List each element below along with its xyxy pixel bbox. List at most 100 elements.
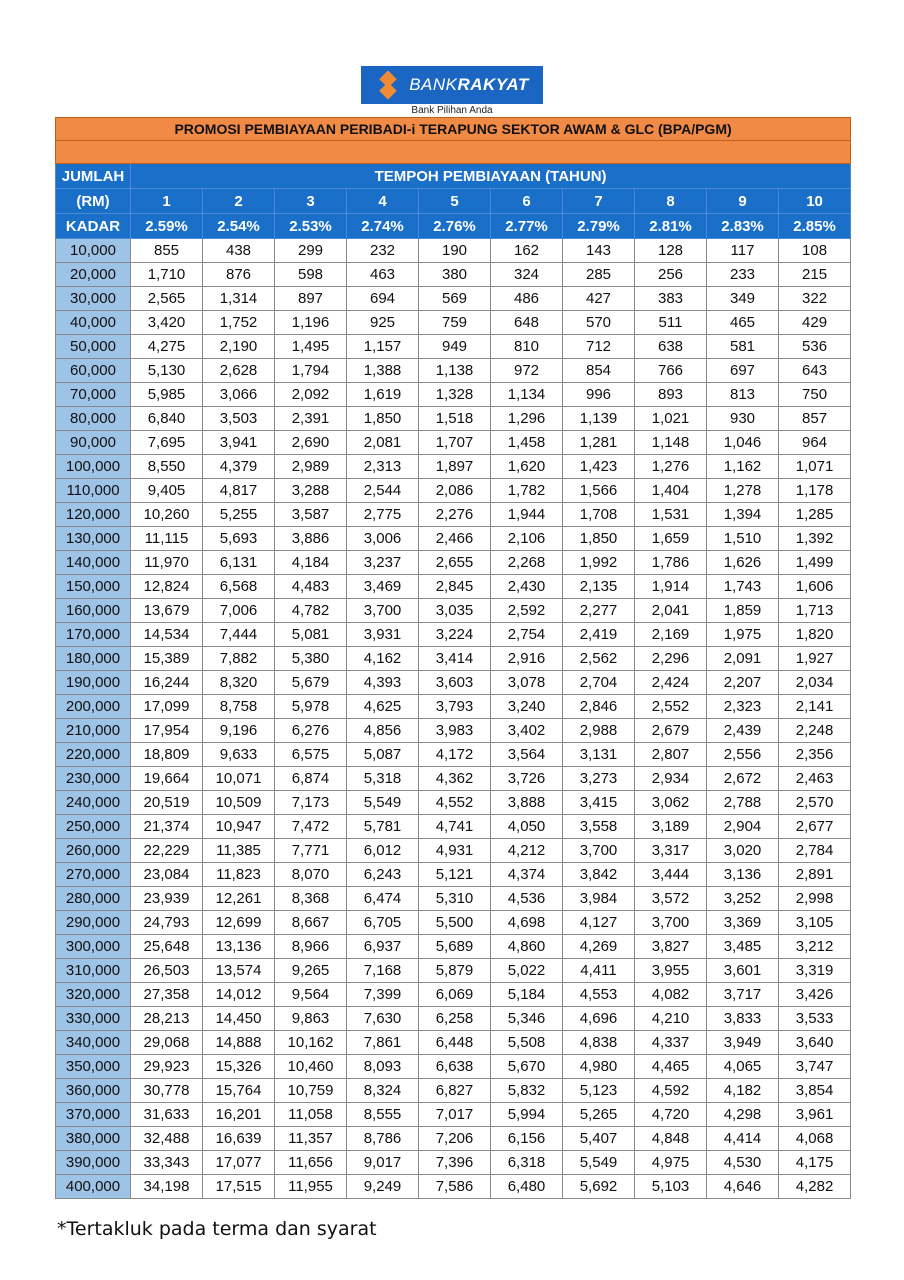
- installment-cell: 3,189: [634, 814, 707, 839]
- installment-cell: 1,850: [346, 406, 419, 431]
- installment-cell: 427: [562, 286, 635, 311]
- installment-cell: 3,601: [706, 958, 779, 983]
- amount-cell: 10,000: [55, 238, 131, 263]
- table-row: 330,000 28,213 14,450 9,863 7,630 6,258 5,346 4…: [55, 1006, 852, 1031]
- bank-rakyat-logo: BANKRAKYAT: [361, 66, 543, 104]
- installment-cell: 486: [490, 286, 563, 311]
- installment-cell: 10,162: [274, 1030, 347, 1055]
- installment-cell: 1,285: [777, 502, 852, 527]
- installment-cell: 2,565: [130, 286, 203, 311]
- installment-cell: 7,472: [274, 814, 347, 839]
- installment-cell: 648: [490, 310, 563, 335]
- installment-cell: 7,017: [418, 1102, 491, 1127]
- installment-cell: 5,318: [346, 766, 419, 791]
- amount-cell: 150,000: [55, 574, 131, 599]
- installment-cell: 16,201: [202, 1102, 275, 1127]
- installment-cell: 3,252: [706, 886, 779, 911]
- installment-cell: 2,544: [346, 478, 419, 503]
- installment-cell: 1,794: [274, 358, 347, 383]
- installment-cell: 4,212: [490, 838, 563, 863]
- amount-cell: 260,000: [55, 838, 131, 863]
- installment-cell: 13,679: [130, 598, 203, 623]
- installment-cell: 256: [634, 262, 707, 287]
- installment-cell: 4,860: [490, 934, 563, 959]
- installment-cell: 3,587: [274, 502, 347, 527]
- installment-cell: 12,699: [202, 910, 275, 935]
- installment-cell: 9,405: [130, 478, 203, 503]
- table-row: 200,000 17,099 8,758 5,978 4,625 3,793 3,240 2,…: [55, 694, 852, 719]
- installment-cell: 511: [634, 310, 707, 335]
- installment-cell: 6,448: [418, 1030, 491, 1055]
- table-row: 230,000 19,664 10,071 6,874 5,318 4,362 3,726 3…: [55, 766, 852, 791]
- installment-cell: 1,495: [274, 334, 347, 359]
- installment-cell: 3,414: [418, 646, 491, 671]
- installment-cell: 7,396: [418, 1150, 491, 1175]
- installment-cell: 8,555: [346, 1102, 419, 1127]
- installment-cell: 15,764: [202, 1078, 275, 1103]
- installment-cell: 2,141: [777, 694, 852, 719]
- installment-cell: 6,568: [202, 574, 275, 599]
- installment-cell: 3,503: [202, 406, 275, 431]
- installment-cell: 12,261: [202, 886, 275, 911]
- installment-cell: 4,530: [706, 1150, 779, 1175]
- amount-cell: 400,000: [55, 1174, 131, 1199]
- installment-cell: 380: [418, 262, 491, 287]
- installment-cell: 23,939: [130, 886, 203, 911]
- installment-cell: 3,931: [346, 622, 419, 647]
- installment-cell: 7,630: [346, 1006, 419, 1031]
- installment-cell: 6,638: [418, 1054, 491, 1079]
- table-row: 40,000 3,420 1,752 1,196 925 759 648 570 511 465 4…: [55, 310, 852, 335]
- table-row: 120,000 10,260 5,255 3,587 2,775 2,276 1,944 1,…: [55, 502, 852, 527]
- installment-cell: 4,082: [634, 982, 707, 1007]
- installment-cell: 11,357: [274, 1126, 347, 1151]
- rate-cell: 2.83%: [706, 213, 779, 239]
- installment-cell: 5,692: [562, 1174, 635, 1199]
- installment-cell: 8,667: [274, 910, 347, 935]
- installment-cell: 2,356: [777, 742, 852, 767]
- installment-cell: 598: [274, 262, 347, 287]
- installment-cell: 6,156: [490, 1126, 563, 1151]
- amount-cell: 120,000: [55, 502, 131, 527]
- installment-cell: 3,317: [634, 838, 707, 863]
- installment-cell: 4,625: [346, 694, 419, 719]
- amount-cell: 80,000: [55, 406, 131, 431]
- installment-cell: 5,255: [202, 502, 275, 527]
- installment-cell: 2,277: [562, 598, 635, 623]
- installment-cell: 5,689: [418, 934, 491, 959]
- installment-cell: 21,374: [130, 814, 203, 839]
- installment-cell: 813: [706, 382, 779, 407]
- installment-cell: 3,402: [490, 718, 563, 743]
- installment-cell: 2,556: [706, 742, 779, 767]
- installment-cell: 925: [346, 310, 419, 335]
- installment-cell: 13,136: [202, 934, 275, 959]
- table-row: 390,000 33,343 17,077 11,656 9,017 7,396 6,318…: [55, 1150, 852, 1175]
- installment-cell: 750: [777, 382, 852, 407]
- amount-cell: 340,000: [55, 1030, 131, 1055]
- amount-cell: 210,000: [55, 718, 131, 743]
- installment-cell: 5,087: [346, 742, 419, 767]
- installment-cell: 3,136: [706, 862, 779, 887]
- installment-cell: 2,592: [490, 598, 563, 623]
- installment-cell: 3,237: [346, 550, 419, 575]
- installment-cell: 20,519: [130, 790, 203, 815]
- installment-cell: 17,954: [130, 718, 203, 743]
- installment-cell: 3,558: [562, 814, 635, 839]
- installment-cell: 1,975: [706, 622, 779, 647]
- installment-cell: 2,207: [706, 670, 779, 695]
- installment-cell: 9,633: [202, 742, 275, 767]
- installment-cell: 2,998: [777, 886, 852, 911]
- installment-cell: 2,916: [490, 646, 563, 671]
- amount-cell: 60,000: [55, 358, 131, 383]
- installment-cell: 3,273: [562, 766, 635, 791]
- installment-cell: 2,570: [777, 790, 852, 815]
- installment-cell: 34,198: [130, 1174, 203, 1199]
- amount-cell: 240,000: [55, 790, 131, 815]
- installment-cell: 2,034: [777, 670, 852, 695]
- installment-cell: 2,552: [634, 694, 707, 719]
- installment-cell: 1,914: [634, 574, 707, 599]
- installment-cell: 1,518: [418, 406, 491, 431]
- table-row: 60,000 5,130 2,628 1,794 1,388 1,138 972 854 766…: [55, 358, 852, 383]
- installment-cell: 6,480: [490, 1174, 563, 1199]
- installment-cell: 3,564: [490, 742, 563, 767]
- installment-cell: 2,463: [777, 766, 852, 791]
